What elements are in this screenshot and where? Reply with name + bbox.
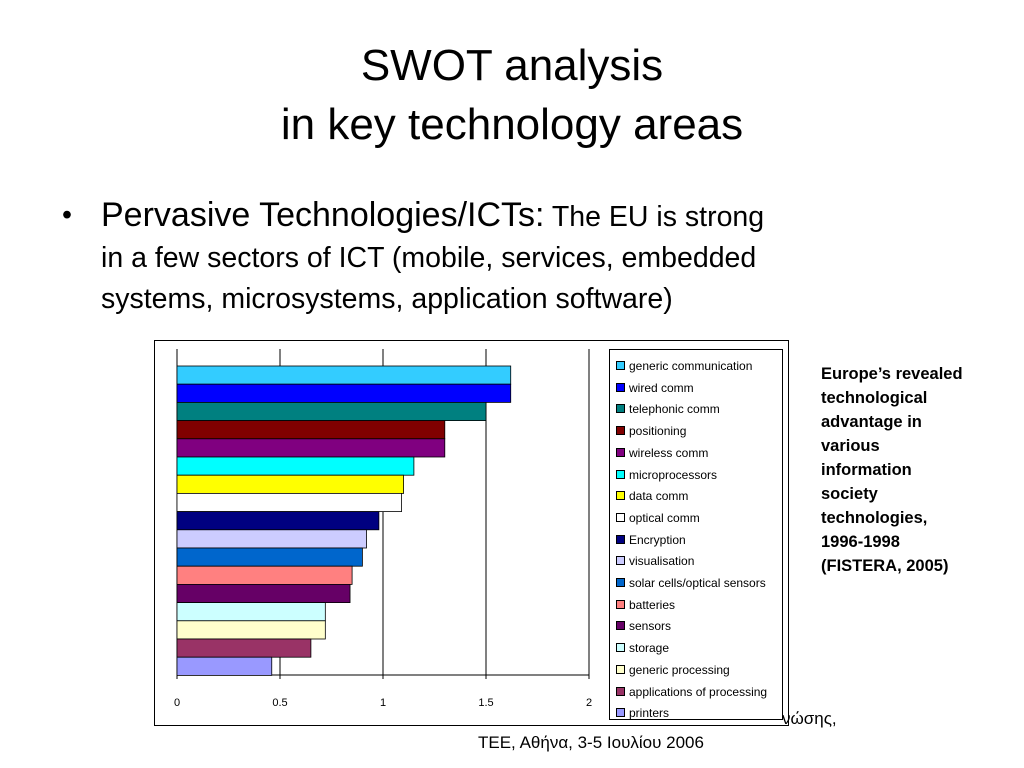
caption-line: information bbox=[821, 461, 912, 479]
legend-swatch bbox=[616, 512, 625, 522]
legend-item: solar cells/optical sensors bbox=[616, 573, 766, 593]
legend-label: batteries bbox=[629, 597, 676, 612]
caption-line: technologies, bbox=[821, 509, 928, 527]
x-tick-label: 1.5 bbox=[478, 697, 493, 709]
bar-generic-processing bbox=[176, 620, 326, 640]
legend-item: telephonic comm bbox=[616, 399, 720, 419]
legend-item: optical comm bbox=[616, 508, 700, 528]
title-line-1: SWOT analysis bbox=[360, 41, 664, 90]
legend-swatch bbox=[616, 447, 625, 457]
legend-swatch bbox=[616, 556, 625, 566]
legend-swatch bbox=[616, 426, 625, 436]
bullet-line-2: in a few sectors of ICT (mobile, service… bbox=[101, 242, 757, 274]
legend-swatch bbox=[616, 643, 625, 653]
legend-label: positioning bbox=[629, 424, 687, 439]
legend-label: wireless comm bbox=[629, 445, 709, 460]
legend-item: storage bbox=[616, 638, 669, 658]
legend-item: wireless comm bbox=[616, 443, 708, 463]
bullet-point: • Pervasive Technologies/ICTs: The EU is… bbox=[62, 195, 982, 320]
bullet-symbol: • bbox=[62, 199, 72, 231]
bar-wireless-comm bbox=[176, 438, 446, 458]
legend-swatch bbox=[616, 686, 625, 696]
legend-label: wired comm bbox=[629, 380, 694, 395]
bar-optical-comm bbox=[176, 492, 402, 512]
legend-swatch bbox=[616, 534, 625, 544]
bar-telephonic-comm bbox=[176, 402, 487, 422]
bar-generic-communication bbox=[176, 365, 512, 385]
legend-item: Encryption bbox=[616, 530, 686, 550]
legend-swatch bbox=[616, 621, 625, 631]
legend-swatch bbox=[616, 382, 625, 392]
bar-printers bbox=[176, 656, 273, 676]
legend-label: applications of processing bbox=[629, 684, 768, 699]
bullet-line-3: systems, microsystems, application softw… bbox=[101, 283, 673, 315]
legend-label: printers bbox=[629, 706, 670, 721]
bar-storage bbox=[176, 602, 326, 622]
legend-item: wired comm bbox=[616, 378, 694, 398]
slide-title: SWOT analysis in key technology areas bbox=[0, 36, 1024, 154]
legend-item: batteries bbox=[616, 595, 675, 615]
x-tick-label: 1 bbox=[380, 697, 386, 709]
legend-swatch bbox=[616, 361, 625, 370]
caption-line: society bbox=[821, 485, 878, 503]
legend-item: applications of processing bbox=[616, 682, 767, 702]
legend-swatch bbox=[616, 469, 625, 479]
bar-sensors bbox=[176, 583, 351, 603]
bullet-lead: Pervasive Technologies/ICTs: bbox=[101, 196, 545, 234]
legend-label: Encryption bbox=[629, 532, 686, 547]
legend-item: positioning bbox=[616, 421, 686, 441]
legend-label: visualisation bbox=[629, 554, 695, 569]
legend-label: sensors bbox=[629, 619, 672, 634]
legend-swatch bbox=[616, 404, 625, 414]
legend-item: generic communication bbox=[616, 356, 752, 376]
legend-label: telephonic comm bbox=[629, 402, 720, 417]
bullet-line-1-rest: The EU is strong bbox=[544, 201, 765, 233]
caption-line: (FISTERA, 2005) bbox=[821, 557, 949, 575]
bar-wired-comm bbox=[176, 383, 512, 403]
legend-swatch bbox=[616, 664, 625, 674]
legend-label: optical comm bbox=[629, 510, 700, 525]
bar-data-comm bbox=[176, 474, 405, 494]
caption-line: Europe’s revealed bbox=[821, 365, 963, 383]
bar-solar-cells-optical-sensors bbox=[176, 547, 363, 567]
legend-item: visualisation bbox=[616, 551, 694, 571]
bar-applications-of-processing bbox=[176, 638, 312, 658]
legend-label: storage bbox=[629, 641, 670, 656]
legend-item: printers bbox=[616, 703, 669, 723]
title-line-2: in key technology areas bbox=[280, 100, 744, 149]
bullet-text: Pervasive Technologies/ICTs: The EU is s… bbox=[101, 195, 982, 320]
legend-item: sensors bbox=[616, 616, 671, 636]
legend-label: solar cells/optical sensors bbox=[629, 576, 766, 590]
legend-item: generic processing bbox=[616, 660, 730, 680]
bar-visualisation bbox=[176, 529, 367, 549]
caption-line: advantage in bbox=[821, 413, 922, 431]
bar-batteries bbox=[176, 565, 353, 585]
chart-caption: Europe’s revealed technological advantage … bbox=[821, 362, 1001, 578]
legend-item: data comm bbox=[616, 486, 688, 506]
bar-positioning bbox=[176, 420, 446, 440]
chart-plot: 0 0.5 1 1.5 2 bbox=[174, 349, 592, 709]
footer-line-2: ΤΕΕ, Αθήνα, 3-5 Ιουλίου 2006 bbox=[478, 733, 704, 752]
bar-encryption bbox=[176, 511, 380, 531]
legend-swatch bbox=[616, 491, 625, 501]
chart-legend: generic communication wired comm telephoni… bbox=[609, 349, 783, 720]
legend-item: microprocessors bbox=[616, 465, 717, 485]
legend-label: microprocessors bbox=[629, 467, 718, 482]
bar-microprocessors bbox=[176, 456, 415, 476]
legend-swatch bbox=[616, 599, 625, 609]
caption-line: 1996-1998 bbox=[821, 533, 900, 551]
legend-label: generic processing bbox=[629, 662, 730, 677]
legend-label: data comm bbox=[629, 489, 689, 504]
bar-chart: 0 0.5 1 1.5 2 generic communication wired com… bbox=[154, 340, 789, 726]
legend-swatch bbox=[616, 578, 625, 587]
legend-label: generic communication bbox=[629, 359, 753, 373]
x-tick-label: 2 bbox=[586, 697, 592, 709]
x-tick-label: 0 bbox=[174, 697, 180, 709]
footer-line-1: νώσης, bbox=[782, 709, 837, 728]
x-tick-label: 0.5 bbox=[272, 697, 287, 709]
legend-swatch bbox=[616, 708, 625, 718]
caption-line: technological bbox=[821, 389, 928, 407]
caption-line: various bbox=[821, 437, 880, 455]
